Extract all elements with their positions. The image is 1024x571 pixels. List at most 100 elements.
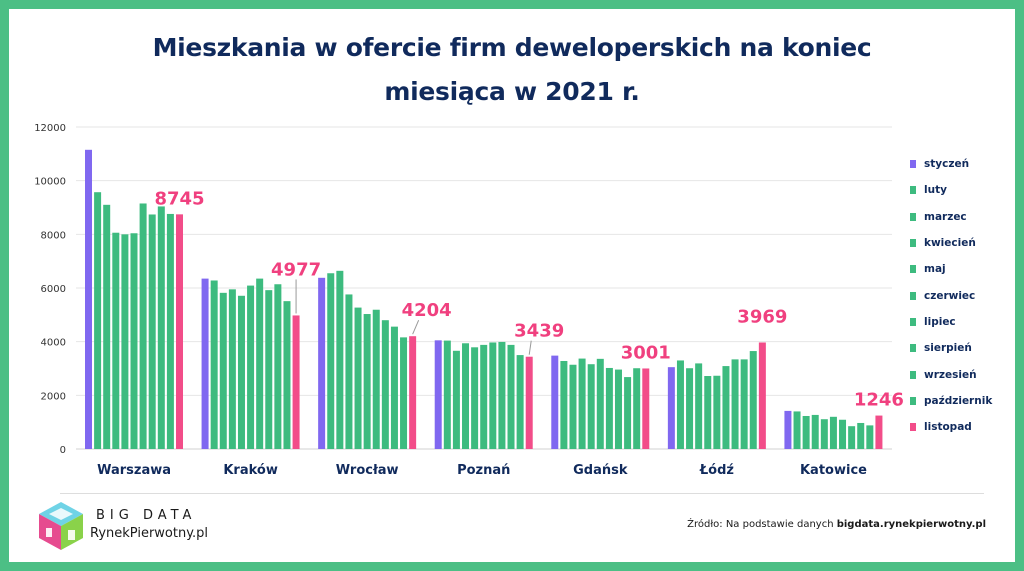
legend-item: marzec	[910, 204, 1010, 230]
bar	[676, 360, 684, 449]
bar	[210, 280, 218, 449]
y-tick-label: 6000	[41, 284, 66, 295]
logo-text-bigdata: BIG DATA	[96, 508, 197, 523]
bar	[605, 367, 613, 449]
legend-label: luty	[924, 184, 947, 197]
legend-item: luty	[910, 177, 1010, 203]
bar	[857, 422, 865, 449]
bar	[283, 301, 291, 449]
legend-swatch	[910, 239, 916, 248]
bar	[228, 289, 236, 449]
legend-swatch	[910, 370, 916, 379]
bar	[829, 416, 837, 449]
bar	[363, 314, 371, 449]
bar	[452, 350, 460, 449]
chart-title-line1: Mieszkania w ofercie firm deweloperskich…	[152, 33, 872, 62]
bar	[256, 278, 264, 449]
data-label: 3969	[737, 306, 787, 327]
bar	[176, 214, 183, 449]
bar	[148, 214, 156, 449]
bar	[839, 419, 847, 449]
bar	[793, 411, 801, 449]
bar	[578, 358, 586, 449]
bar	[166, 213, 174, 449]
legend-item: kwiecień	[910, 230, 1010, 256]
bar	[345, 294, 353, 449]
bar	[462, 343, 470, 449]
logo-text-rynekpierwotny: RynekPierwotny.pl	[90, 526, 209, 541]
bar	[704, 376, 712, 449]
data-label: 8745	[154, 188, 204, 209]
bar	[758, 342, 766, 449]
legend-swatch	[910, 186, 916, 195]
bar	[811, 414, 819, 449]
bar	[201, 278, 209, 449]
data-label: 4977	[271, 259, 321, 280]
bar	[247, 285, 255, 449]
x-tick-label: Łódź	[699, 463, 734, 478]
bar	[139, 203, 147, 449]
bar	[525, 356, 533, 449]
legend-item: styczeń	[910, 151, 1010, 177]
data-label-leader	[528, 340, 532, 355]
bar	[434, 340, 442, 449]
bar	[560, 360, 568, 449]
bar	[569, 364, 577, 449]
bar	[336, 270, 344, 449]
bar	[722, 366, 730, 449]
bar	[103, 204, 111, 449]
legend-item: lipiec	[910, 309, 1010, 335]
bar	[587, 364, 595, 449]
legend-label: sierpień	[924, 342, 972, 355]
legend-item: listopad	[910, 414, 1010, 440]
legend-swatch	[910, 160, 916, 169]
bar	[875, 415, 883, 449]
legend-item: sierpień	[910, 335, 1010, 361]
legend-swatch	[910, 344, 916, 353]
bar	[516, 355, 524, 449]
source-prefix: Źródło: Na podstawie danych	[687, 519, 837, 530]
bar	[633, 368, 641, 449]
x-tick-label: Warszawa	[97, 463, 171, 478]
legend-label: styczeń	[924, 158, 970, 171]
data-label-leader	[412, 319, 420, 335]
bar	[784, 410, 792, 449]
data-label: 3439	[514, 321, 564, 342]
bar	[372, 309, 380, 449]
legend-swatch	[910, 265, 916, 274]
legend-item: październik	[910, 388, 1010, 414]
chart-title: Mieszkania w ofercie firm deweloperskich…	[0, 26, 1024, 114]
bar	[381, 320, 389, 449]
x-tick-label: Gdańsk	[573, 463, 628, 478]
bar	[820, 419, 828, 449]
bar	[802, 415, 810, 449]
legend-label: październik	[924, 394, 993, 407]
y-tick-label: 0	[60, 445, 66, 456]
legend-swatch	[910, 212, 916, 221]
legend-item: maj	[910, 256, 1010, 282]
bar	[409, 336, 417, 449]
bar	[265, 290, 273, 449]
legend-label: maj	[924, 263, 946, 276]
data-label: 3001	[621, 342, 671, 363]
bar	[624, 377, 632, 449]
bar	[551, 355, 559, 449]
x-tick-label: Poznań	[457, 463, 510, 478]
bar	[848, 426, 856, 449]
bar	[686, 368, 694, 449]
bar	[443, 340, 451, 449]
y-tick-label: 4000	[41, 338, 66, 349]
bar	[219, 292, 227, 449]
bar	[596, 358, 604, 449]
bar	[85, 149, 92, 449]
bigdata-logo-icon	[39, 502, 83, 550]
bar	[327, 273, 335, 449]
y-tick-label: 8000	[41, 230, 66, 241]
bar	[480, 344, 488, 449]
legend-swatch	[910, 396, 916, 405]
bar	[713, 375, 721, 449]
bar	[749, 351, 757, 449]
legend-label: wrzesień	[924, 368, 977, 381]
x-tick-label: Kraków	[223, 463, 278, 478]
